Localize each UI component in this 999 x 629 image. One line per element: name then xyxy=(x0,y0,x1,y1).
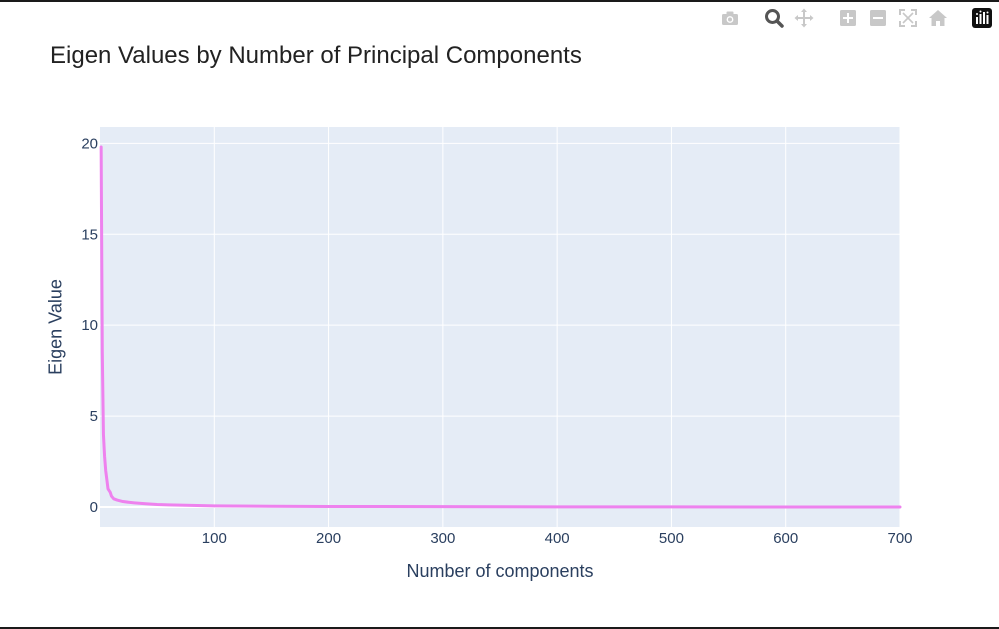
zoom-out-button[interactable] xyxy=(867,7,889,29)
y-axis-title: Eigen Value xyxy=(45,279,65,375)
y-tick-label: 10 xyxy=(81,317,98,334)
camera-icon xyxy=(722,11,738,25)
autoscale-button[interactable] xyxy=(897,7,919,29)
x-tick-label: 300 xyxy=(430,530,455,547)
y-tick-labels: 0 5 10 15 20 xyxy=(81,135,98,516)
x-tick-label: 600 xyxy=(773,530,798,547)
x-tick-label: 700 xyxy=(887,530,912,547)
plotly-logo-icon xyxy=(972,8,992,28)
chart-title: Eigen Values by Number of Principal Comp… xyxy=(50,42,582,69)
zoom-button[interactable] xyxy=(763,7,785,29)
reset-axes-icon xyxy=(929,10,947,26)
series-line[interactable] xyxy=(99,145,902,509)
download-plot-button[interactable] xyxy=(719,7,741,29)
y-tick-label: 0 xyxy=(90,499,98,516)
reset-axes-button[interactable] xyxy=(927,7,949,29)
x-tick-label: 100 xyxy=(202,530,227,547)
x-tick-label: 400 xyxy=(545,530,570,547)
series-layer xyxy=(99,145,902,509)
x-tick-labels: 100 200 300 400 500 600 700 xyxy=(202,530,913,547)
zoom-in-icon xyxy=(840,10,856,26)
plot-area[interactable] xyxy=(100,127,900,527)
x-tick-label: 200 xyxy=(316,530,341,547)
pan-icon xyxy=(794,8,814,28)
modebar xyxy=(711,6,993,30)
y-tick-label: 20 xyxy=(81,135,98,152)
zoom-out-icon xyxy=(870,10,886,26)
y-tick-label: 5 xyxy=(90,408,98,425)
pan-button[interactable] xyxy=(793,7,815,29)
x-tick-label: 500 xyxy=(659,530,684,547)
plotly-logo-button[interactable] xyxy=(971,7,993,29)
x-gridlines xyxy=(213,127,901,527)
y-tick-label: 15 xyxy=(81,226,98,243)
zoom-in-button[interactable] xyxy=(837,7,859,29)
x-axis-title: Number of components xyxy=(406,561,593,581)
zoom-icon xyxy=(765,9,784,28)
autoscale-icon xyxy=(899,9,917,27)
